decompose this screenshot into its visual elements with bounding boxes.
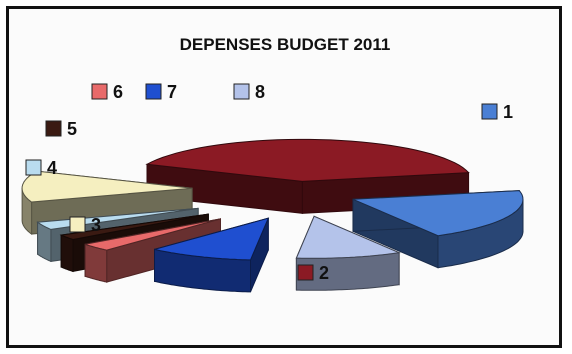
legend-swatch-7 bbox=[145, 83, 162, 100]
legend-label-8: 8 bbox=[255, 82, 265, 102]
legend-label-4: 4 bbox=[47, 158, 57, 178]
legend-label-3: 3 bbox=[91, 215, 101, 235]
legend-swatch-2 bbox=[297, 264, 314, 281]
legend-swatch-8 bbox=[233, 83, 250, 100]
pie-slice-1 bbox=[352, 190, 524, 269]
legend-item-5: 5 bbox=[45, 119, 77, 139]
pie-slice-2 bbox=[145, 138, 470, 214]
legend-swatch-6 bbox=[91, 83, 108, 100]
legend-item-4: 4 bbox=[25, 158, 57, 178]
legend-swatch-4 bbox=[25, 159, 42, 176]
legend-label-2: 2 bbox=[319, 263, 329, 283]
pie-slice-8 bbox=[295, 215, 401, 291]
legend-label-6: 6 bbox=[113, 82, 123, 102]
legend-item-6: 6 bbox=[91, 82, 123, 102]
legend-swatch-1 bbox=[481, 103, 498, 120]
chart-title: DEPENSES BUDGET 2011 bbox=[180, 35, 391, 54]
legend-swatch-5 bbox=[45, 120, 62, 137]
legend-label-7: 7 bbox=[167, 82, 177, 102]
legend-label-1: 1 bbox=[503, 102, 513, 122]
pie-slice-7 bbox=[154, 217, 270, 293]
legend-item-7: 7 bbox=[145, 82, 177, 102]
legend-swatch-3 bbox=[69, 216, 86, 233]
legend-label-5: 5 bbox=[67, 119, 77, 139]
legend-item-2: 2 bbox=[297, 263, 329, 283]
legend-item-1: 1 bbox=[481, 102, 513, 122]
legend-item-8: 8 bbox=[233, 82, 265, 102]
legend-item-3: 3 bbox=[69, 215, 101, 235]
legend: 1 2 3 45 6 7 8 bbox=[25, 82, 513, 283]
